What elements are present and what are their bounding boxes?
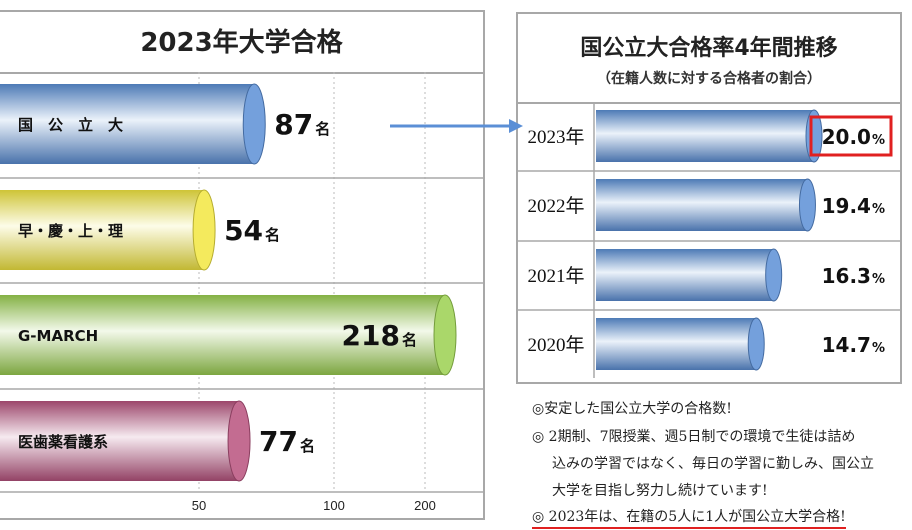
left-category-label: 国 公 立 大 (18, 116, 123, 134)
right-bar-cap (798, 178, 816, 232)
left-x-tick-label: 200 (414, 498, 436, 513)
right-bar-cap (765, 248, 783, 302)
left-value-label: 54 名 (224, 214, 280, 247)
left-x-tick-label: 50 (192, 498, 206, 513)
note-line-2: ◎ 2期制、7限授業、週5日制での環境で生徒は詰め (532, 429, 856, 445)
right-value-label: 14.7% (822, 333, 885, 357)
left-category-label: 早・慶・上・理 (18, 222, 123, 240)
right-category-label: 2022年 (527, 195, 584, 217)
left-x-tick-label: 100 (323, 498, 345, 513)
right-category-label: 2023年 (527, 126, 584, 148)
left-bar (0, 401, 240, 481)
left-value-label: 77 名 (259, 425, 315, 458)
left-value-label: 87 名 (274, 108, 330, 141)
left-bar-cap (192, 189, 216, 271)
right-bar (596, 318, 757, 370)
right-bar (596, 110, 814, 162)
left-bar (0, 84, 255, 164)
left-category-label: 医歯薬看護系 (18, 433, 108, 451)
highlight-box (809, 115, 893, 157)
connector-arrow-head (509, 119, 523, 133)
right-category-label: 2020年 (527, 334, 584, 356)
right-bar (596, 249, 774, 301)
right-chart-subtitle: （在籍人数に対する合格者の割合） (597, 71, 821, 87)
left-bar (0, 295, 445, 375)
left-bar-cap (242, 83, 266, 165)
left-bar (0, 190, 205, 270)
note-line-5: ◎ 2023年は、在籍の5人に1人が国公立大学合格! (532, 506, 846, 529)
right-value-label: 19.4% (822, 194, 885, 218)
note-line-4: 大学を目指し努力し続けています! (552, 483, 768, 499)
left-bar-cap (227, 400, 251, 482)
note-line-1: ◎安定した国公立大学の合格数! (532, 401, 732, 417)
left-chart-title: 2023年大学合格 (0, 12, 483, 74)
right-category-label: 2021年 (527, 265, 584, 287)
left-category-label: G-MARCH (18, 327, 98, 345)
right-bar (596, 179, 808, 231)
note-line-3: 込みの学習ではなく、毎日の学習に勤しみ、国公立 (552, 456, 874, 472)
left-bar-cap (433, 294, 457, 376)
right-bar-cap (747, 317, 765, 371)
right-value-label: 20.0% (822, 125, 885, 149)
right-chart-title-block: 国公立大合格率4年間推移 （在籍人数に対する合格者の割合） (518, 14, 900, 104)
right-chart-title: 国公立大合格率4年間推移 (580, 36, 838, 61)
right-value-label: 16.3% (822, 264, 885, 288)
